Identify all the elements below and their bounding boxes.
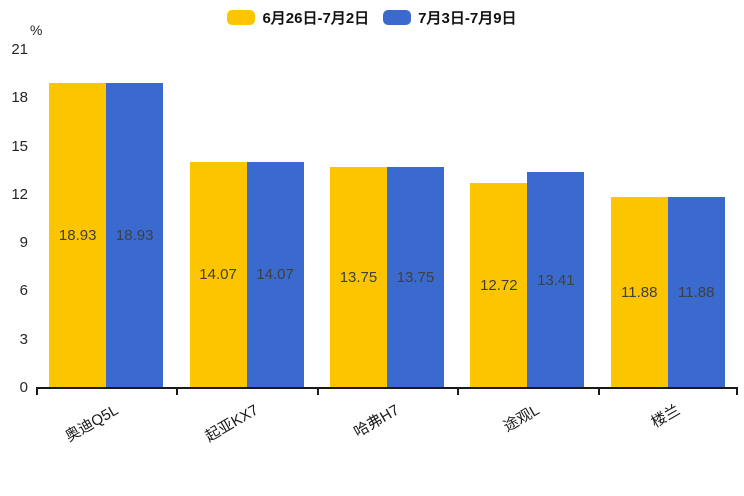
x-axis-category-label: 奥迪Q5L (62, 401, 122, 446)
x-axis-tick (36, 389, 38, 395)
bar-series1-途观L: 12.72 (470, 183, 528, 388)
y-axis-tick-label: 21 (11, 41, 28, 58)
x-axis-tick (457, 389, 460, 395)
y-axis-tick-label: 9 (19, 234, 28, 252)
x-axis-tick (176, 389, 179, 395)
bar-value-label: 11.88 (678, 283, 715, 301)
y-axis-tick-label: 12 (11, 185, 28, 203)
bar-value-label: 13.41 (537, 271, 575, 289)
y-axis-tick-label: 6 (19, 282, 28, 300)
bar-series2-奥迪Q5L: 18.93 (106, 83, 164, 388)
y-axis-tick-label: 18 (11, 89, 28, 107)
bar-value-label: 14.07 (199, 266, 237, 284)
legend-label-week2: 7月3日-7月9日 (418, 10, 517, 27)
bar-group: 12.72 13.41 (457, 50, 597, 388)
y-axis-tick-label: 3 (19, 330, 28, 348)
y-axis-tick-label: 15 (11, 137, 28, 155)
x-axis-tick (597, 389, 600, 395)
bar-value-label: 12.72 (480, 277, 518, 295)
bar-series1-哈弗H7: 13.75 (329, 166, 387, 388)
x-axis-category-label: 哈弗H7 (350, 401, 402, 441)
legend-item-week1[interactable]: 6月26日-7月2日 (227, 7, 369, 28)
bar-group: 13.75 13.75 (317, 50, 457, 388)
plot-area: 18.93 18.93 14.07 14.07 13.75 13.75 12.72 13.41… (36, 50, 738, 388)
bar-value-label: 18.93 (115, 227, 154, 245)
bar-value-label: 18.93 (58, 227, 97, 245)
bar-group: 11.88 11.88 (598, 50, 738, 388)
legend-item-week2[interactable]: 7月3日-7月9日 (383, 7, 517, 28)
y-axis-unit-label: % (30, 22, 43, 38)
bar-group: 14.07 14.07 (176, 50, 316, 388)
bar-value-label: 13.75 (396, 268, 435, 286)
bar-series1-楼兰: 11.88 (610, 196, 668, 388)
bar-series2-楼兰: 11.88 (667, 196, 725, 388)
x-axis-line (36, 387, 738, 389)
bar-series2-起亚KX7: 14.07 (246, 161, 304, 388)
bar-group: 18.93 18.93 (36, 50, 176, 388)
x-axis-tick (736, 389, 738, 395)
bar-value-label: 13.75 (339, 268, 378, 286)
x-axis-category-label: 起亚KX7 (202, 401, 262, 446)
x-axis-category-label: 途观L (500, 401, 543, 436)
bar-series2-哈弗H7: 13.75 (386, 166, 444, 388)
bar-value-label: 14.07 (256, 266, 294, 284)
legend-swatch-week1 (227, 10, 256, 25)
bar-series1-起亚KX7: 14.07 (189, 161, 247, 388)
x-axis-tick (316, 389, 319, 395)
x-axis-category-label: 楼兰 (648, 401, 683, 432)
legend-swatch-week2 (383, 10, 412, 25)
bar-series2-途观L: 13.41 (527, 172, 585, 388)
legend-label-week1: 6月26日-7月2日 (262, 10, 370, 27)
y-axis-tick-label: 0 (19, 379, 28, 396)
bar-series1-奥迪Q5L: 18.93 (49, 83, 107, 388)
legend: 6月26日-7月2日 7月3日-7月9日 (0, 7, 744, 28)
bar-value-label: 11.88 (621, 283, 658, 301)
